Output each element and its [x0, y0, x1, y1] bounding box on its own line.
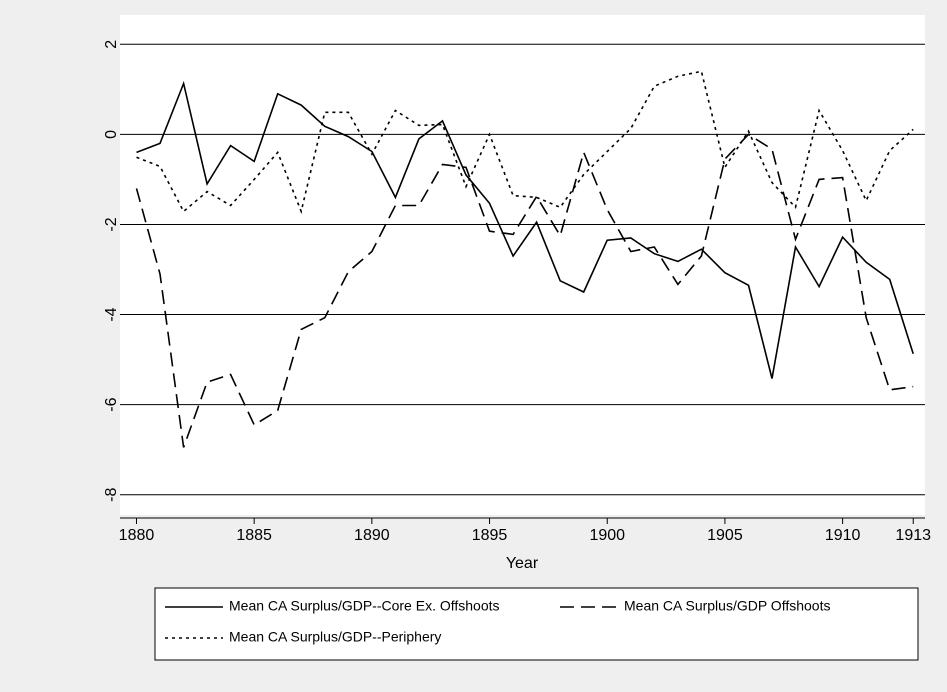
legend-label: Mean CA Surplus/GDP--Core Ex. Offshoots	[229, 598, 500, 614]
plot-area	[120, 15, 925, 515]
x-tick-label: 1900	[589, 527, 625, 544]
y-tick-label: -2	[103, 217, 120, 231]
y-tick-label: -6	[103, 397, 120, 411]
series-line	[136, 70, 914, 215]
series-line	[136, 80, 914, 379]
y-tick-label: 2	[103, 40, 120, 49]
x-tick-label: 1890	[354, 527, 390, 544]
series-line	[135, 133, 914, 448]
x-tick-label: 1910	[825, 527, 861, 544]
legend-label: Mean CA Surplus/GDP Offshoots	[624, 598, 830, 614]
x-tick-label: 1913	[895, 527, 931, 544]
x-axis-title: Year	[506, 555, 539, 572]
legend	[154, 587, 919, 661]
x-tick-label: 1885	[236, 527, 272, 544]
legend-label: Mean CA Surplus/GDP--Periphery	[229, 629, 441, 645]
x-tick-label: 1880	[119, 527, 155, 544]
y-tick-label: 0	[103, 130, 120, 139]
x-tick-label: 1905	[707, 527, 743, 544]
y-tick-label: -8	[103, 488, 120, 502]
y-tick-label: -4	[103, 307, 120, 321]
x-tick-label: 1895	[472, 527, 508, 544]
